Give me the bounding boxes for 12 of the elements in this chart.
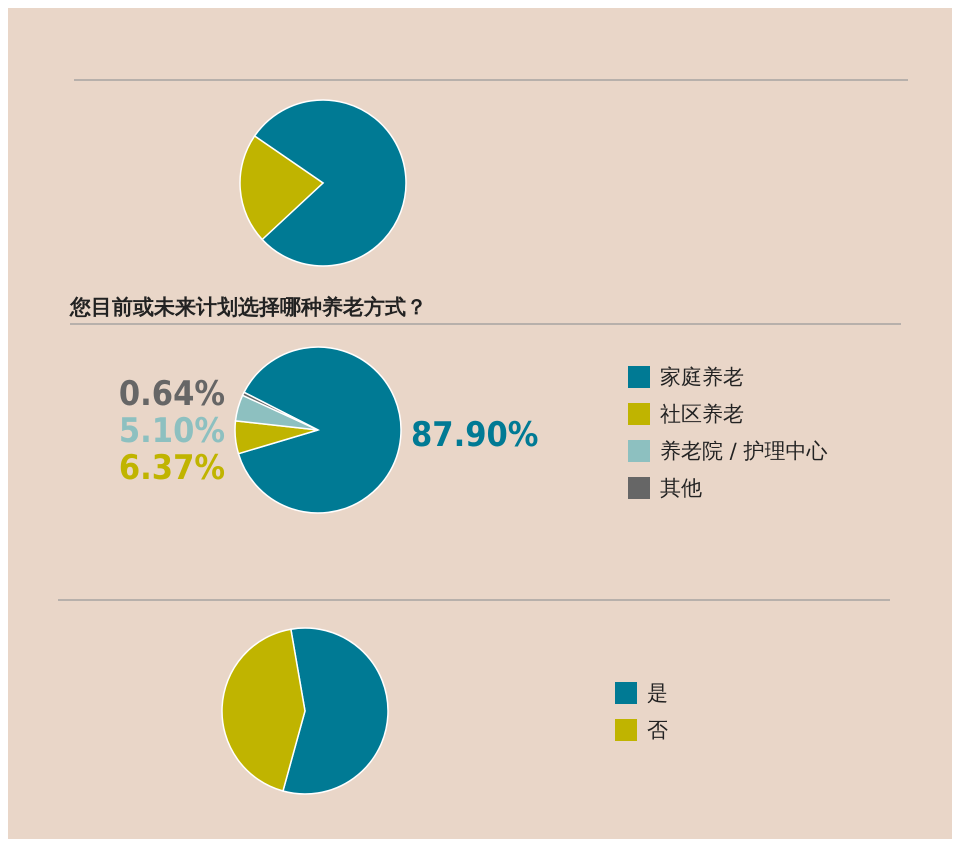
data-label: 0.64% <box>118 374 225 414</box>
data-label: 5.10% <box>118 411 225 451</box>
legend-label: 否 <box>647 718 668 742</box>
chart-title: 您目前或未来计划选择哪种养老方式？ <box>69 295 427 319</box>
legend-label: 社区养老 <box>660 402 744 426</box>
data-label: 87.90% <box>411 415 538 455</box>
legend-label: 是 <box>647 681 668 705</box>
legend-label: 养老院 / 护理中心 <box>660 439 828 463</box>
data-label: 6.37% <box>118 448 225 488</box>
legend-label: 其他 <box>660 476 702 500</box>
pie-slice <box>238 346 402 514</box>
legend-label: 家庭养老 <box>660 365 744 389</box>
